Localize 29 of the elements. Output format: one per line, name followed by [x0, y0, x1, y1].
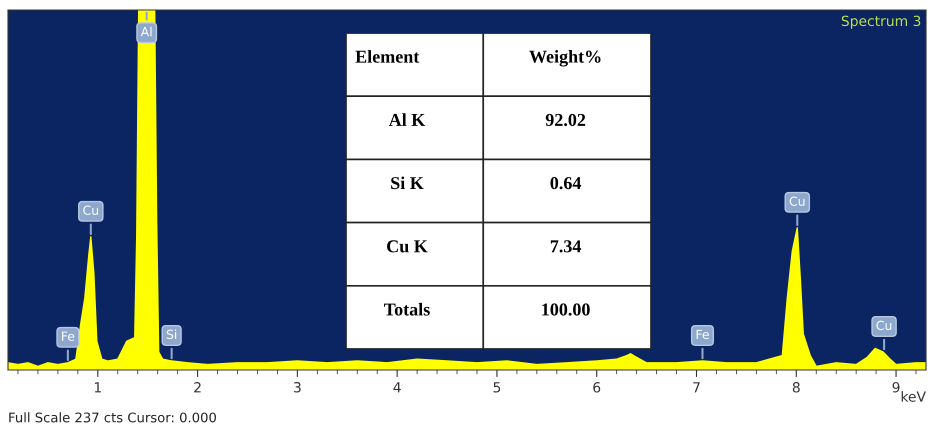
annotation: Element	[355, 50, 420, 63]
annotation: 7.34	[550, 240, 582, 252]
annotation: Cu	[790, 196, 804, 206]
x-tick-label: 2	[194, 382, 201, 392]
annotation: Al K	[388, 113, 426, 126]
x-tick-label: 6	[593, 382, 600, 393]
x-tick-label: 1	[94, 382, 101, 392]
annotation: Fe	[62, 332, 74, 341]
annotation: Totals	[384, 302, 430, 316]
annotation: Al	[140, 26, 152, 36]
x-tick-label: 9	[892, 382, 900, 393]
x-tick-label: 3	[294, 382, 301, 393]
chart-title: Spectrum 3	[842, 16, 920, 29]
annotation: 92.02	[546, 114, 586, 126]
annotation: Weight%	[529, 50, 601, 67]
annotation: Cu K	[387, 240, 428, 252]
x-tick-label: 7	[693, 382, 700, 392]
x-tick-label: 4	[393, 382, 401, 392]
annotation: Fe	[696, 330, 709, 340]
annotation: Cu	[83, 205, 98, 215]
text: Full Scale 237 cts Cursor: 0.000	[9, 412, 216, 422]
x-tick-label: 5	[494, 382, 500, 393]
annotation: Si	[166, 329, 176, 340]
x-axis-title: keV	[902, 391, 926, 402]
annotation: 100.00	[542, 303, 590, 316]
annotation: Cu	[876, 320, 892, 330]
annotation: Si K	[391, 176, 424, 190]
x-tick-label: 8	[792, 382, 800, 393]
annotation: 0.64	[550, 177, 582, 190]
